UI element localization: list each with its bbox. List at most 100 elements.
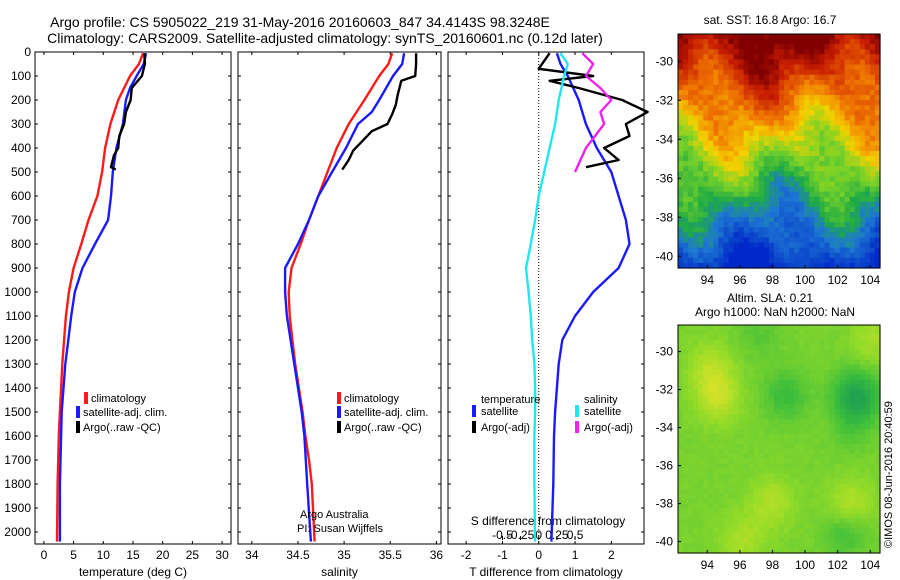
map-cell [789,429,795,435]
map-cell [733,120,740,127]
map-cell [678,135,684,142]
map-cell [703,503,709,509]
map-cell [864,543,871,549]
map-cell [779,503,785,509]
map-cell [789,384,795,391]
map-cell [753,548,760,554]
map-cell [874,488,881,495]
map-cell [839,34,846,40]
legend-swatch-argo [76,421,80,433]
map-cell [849,508,856,514]
map-cell [768,64,775,71]
map-cell [748,325,755,331]
map-cell [733,389,740,395]
map-cell [809,483,815,490]
map-cell [814,384,820,391]
map-cell [844,473,851,480]
map-cell [738,369,745,376]
map-cell [763,523,770,529]
map-cell [748,429,755,435]
map-cell [834,79,841,86]
map-cell [748,257,755,264]
map-cell [794,434,800,440]
map-cell [824,478,831,485]
map-cell [794,458,800,465]
map-frame [677,324,881,554]
map-cell [758,64,765,71]
map-cell [834,247,841,254]
map-cell [814,247,820,254]
map-cell [854,468,861,475]
map-cell [728,325,735,331]
map-cell [718,483,725,490]
map-cell [703,344,709,351]
map-cell [839,443,846,450]
map-cell [869,145,876,152]
map-cell [849,334,856,341]
map-cell [874,384,881,391]
map-cell [678,548,684,554]
map-cell [758,135,765,142]
map-cell [683,369,689,376]
map-cell [799,419,805,425]
map-cell [713,349,719,356]
map-cell [869,257,876,264]
map-cell [864,503,871,509]
map-cell [698,548,704,554]
map-cell [768,242,775,249]
map-cell [748,130,755,137]
map-cell [748,434,755,440]
map-cell [678,394,684,400]
map-cell [698,409,704,415]
map-cell [688,232,694,239]
map-cell [683,217,689,223]
map-cell [748,217,755,223]
map-cell [738,443,745,450]
map-cell [824,151,831,157]
map-cell [849,69,856,76]
map-cell [794,439,800,445]
map-cell [874,191,881,198]
map-cell [688,468,694,475]
map-cell [789,374,795,381]
map-cell [819,176,826,183]
sla-map-panel: 94 96 98 100 102 104-30-32-34-36-38-40 [656,324,881,572]
map-cell [799,201,805,208]
map-cell [874,325,881,331]
map-cell [758,54,765,61]
map-cell [869,217,876,223]
map-cell [678,483,684,490]
map-cell [753,64,760,71]
map-cell [733,359,740,366]
map-cell [829,44,836,50]
map-cell [794,503,800,509]
map-cell [849,95,856,101]
map-cell [703,135,709,142]
map-cell [748,227,755,233]
map-cell [743,84,750,91]
map-cell [804,54,810,61]
map-cell [733,191,740,198]
map-cell [758,409,765,415]
map-cell [819,79,826,86]
map-cell [763,468,770,475]
map-cell [849,399,856,405]
map-cell [713,384,719,391]
map-cell [784,523,790,529]
map-cell [758,34,765,40]
map-cell [763,389,770,395]
map-cell [799,151,805,157]
map-cell [829,349,836,356]
map-cell [748,488,755,495]
map-cell [859,84,866,91]
map-cell [773,252,780,259]
map-cell [804,64,810,71]
map-cell [763,399,770,405]
sst-map-title: sat. SST: 16.8 Argo: 16.7 [704,13,837,27]
map-cell [809,206,815,213]
map-cell [768,448,775,455]
map-cell [738,439,745,445]
map-cell [713,533,719,539]
map-cell [758,379,765,386]
map-cell [864,394,871,400]
